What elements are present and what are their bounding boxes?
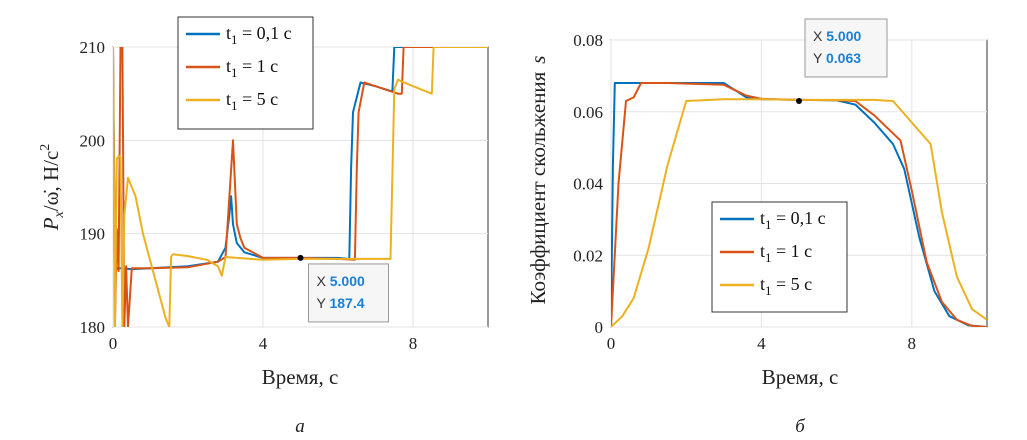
- chart-a-y-label-sub: x: [52, 210, 67, 218]
- datatip-box: [308, 263, 389, 323]
- datatip-marker: [297, 254, 304, 261]
- y-tick-label: 180: [80, 318, 106, 337]
- legend-entry-1: t1 = 0,1 с: [760, 208, 826, 232]
- y-tick-label: 210: [80, 38, 106, 57]
- chart-b-x-label: Время, с: [762, 365, 839, 389]
- y-tick-label: 0: [595, 318, 604, 337]
- chart-b-y-label-var: s: [526, 55, 550, 63]
- datatip-y: Y 187.4: [317, 295, 365, 311]
- legend-entry-1: t1 = 0,1 с: [226, 23, 292, 47]
- chart-b-caption: б: [795, 416, 806, 437]
- chart-a-y-label-sup: 2: [38, 144, 53, 151]
- legend-entry-2: t1 = 1 с: [760, 241, 812, 265]
- y-tick-label: 0.06: [573, 103, 603, 122]
- series-line-3: [611, 98, 987, 327]
- chart-b-y-label: Коэффициент скольжения s: [526, 55, 550, 304]
- legend-entry-3: t1 = 5 с: [760, 274, 812, 298]
- chart-b-datatip: X 5.000 Y 0.063: [796, 18, 888, 104]
- x-tick-label: 8: [908, 334, 917, 353]
- chart-b-x-ticks: 0 4 8: [607, 334, 916, 353]
- chart-b: 0 4 8 0 0.02 0.04 0.06 0.08 Время, с Коэффицие…: [526, 18, 988, 437]
- chart-b-y-ticks: 0 0.02 0.04 0.06 0.08: [573, 31, 603, 337]
- legend-box: [711, 201, 848, 313]
- x-tick-label: 4: [757, 334, 766, 353]
- chart-a-y-ticks: 180 190 200 210: [80, 38, 106, 337]
- x-tick-label: 0: [607, 334, 616, 353]
- chart-a-caption: а: [295, 416, 305, 437]
- y-tick-label: 0.08: [573, 31, 603, 50]
- y-tick-label: 0.04: [573, 175, 603, 194]
- chart-a-x-label: Время, с: [262, 365, 339, 389]
- datatip-y: Y 0.063: [813, 50, 861, 66]
- chart-b-legend: t1 = 0,1 с t1 = 1 с t1 = 5 с: [711, 201, 848, 313]
- chart-a-y-label: Px/ω̇, Н/с2: [38, 144, 67, 232]
- x-tick-label: 0: [109, 334, 118, 353]
- chart-a-datatip: X 5.000 Y 187.4: [297, 254, 389, 323]
- x-tick-label: 4: [259, 334, 268, 353]
- y-tick-label: 190: [80, 225, 106, 244]
- datatip-marker: [796, 97, 802, 104]
- chart-a-legend: t1 = 0,1 с t1 = 1 с t1 = 5 с: [177, 16, 314, 130]
- chart-a-y-label-main: P: [39, 217, 63, 231]
- legend-entry-2: t1 = 1 с: [226, 56, 278, 80]
- legend-entry-3: t1 = 5 с: [226, 89, 278, 113]
- series-line-2: [113, 47, 488, 327]
- y-tick-label: 0.02: [573, 246, 603, 265]
- chart-b-y-label-main: Коэффициент скольжения: [526, 71, 550, 304]
- chart-a-x-ticks: 0 4 8: [109, 334, 418, 353]
- legend-box: [177, 16, 314, 130]
- series-line-3: [113, 47, 488, 327]
- x-tick-label: 8: [409, 334, 418, 353]
- datatip-box: [804, 18, 888, 78]
- datatip-x: X 5.000: [317, 273, 365, 289]
- y-tick-label: 200: [80, 131, 106, 150]
- datatip-x: X 5.000: [813, 28, 861, 44]
- chart-a-series: [113, 47, 488, 327]
- chart-a-y-label-rest: /ω̇, Н/с: [39, 151, 63, 211]
